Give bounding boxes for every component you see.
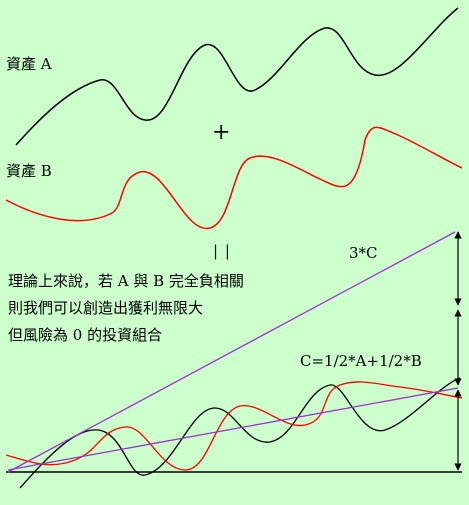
portfolio-3c-line: [7, 231, 456, 473]
explanation-text: 理論上來說，若 A 與 B 完全負相關 則我們可以創造出獲利無限大 但風險為 0…: [8, 268, 244, 349]
explanation-line-1: 理論上來說，若 A 與 B 完全負相關: [8, 272, 244, 290]
explanation-line-3: 但風險為 0 的投資組合: [8, 326, 163, 344]
asset-b-label: 資產 B: [6, 162, 52, 180]
portfolio-formula-label: C=1/2*A+1/2*B: [300, 352, 422, 370]
explanation-line-2: 則我們可以創造出獲利無限大: [8, 299, 204, 317]
three-c-label: 3*C: [349, 244, 378, 262]
equals-sign: | |: [213, 242, 231, 260]
bottom-asset-b-curve: [5, 381, 463, 471]
portfolio-c-line: [7, 387, 459, 471]
plus-sign: +: [212, 120, 231, 145]
asset-b-curve: [5, 126, 463, 230]
asset-a-label: 資產 A: [6, 55, 52, 73]
asset-a-curve: [15, 7, 459, 146]
bottom-asset-a-curve: [19, 377, 461, 489]
